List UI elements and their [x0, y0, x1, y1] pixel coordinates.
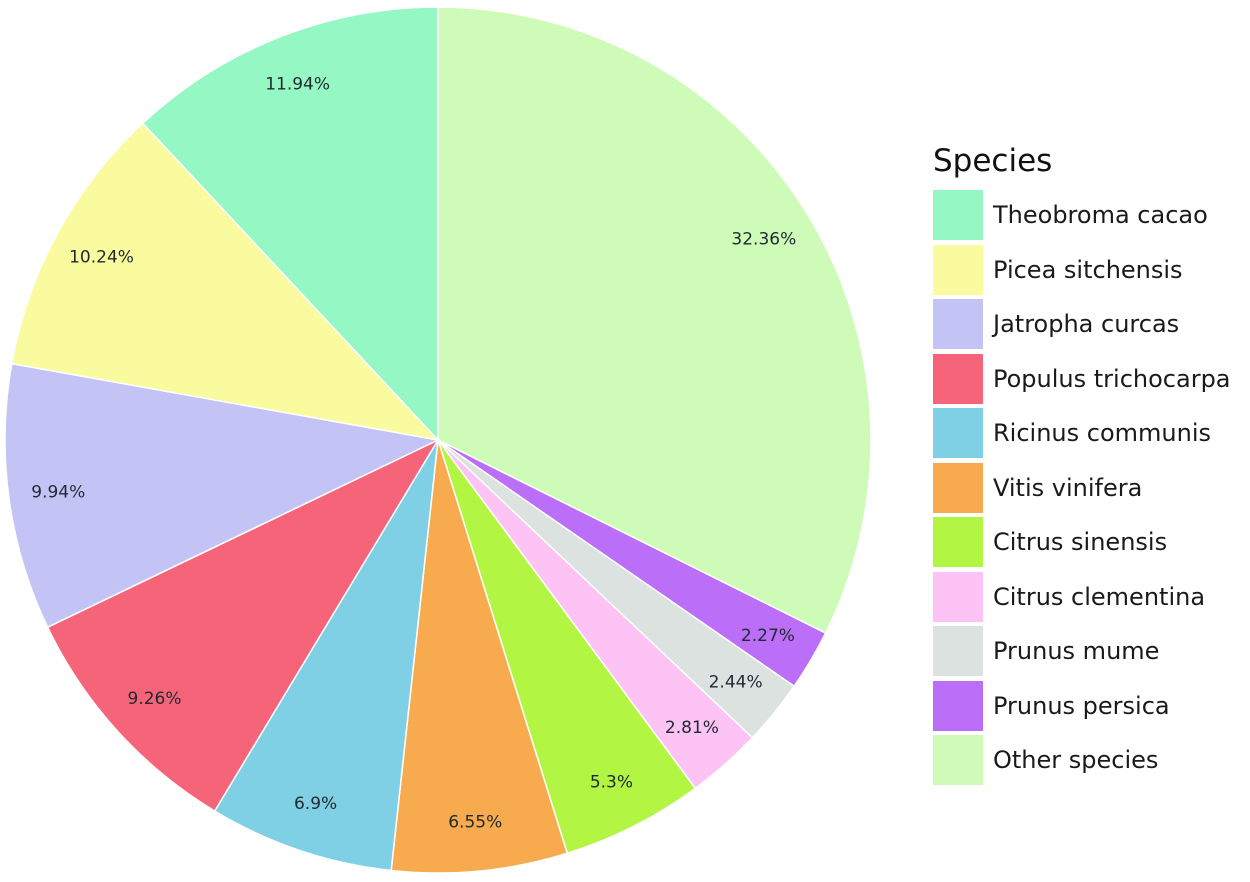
legend-swatch — [933, 462, 983, 513]
legend-swatch — [933, 408, 983, 459]
pie-slice-jatropha-curcas — [4, 362, 441, 629]
legend-label: Theobroma cacao — [993, 201, 1208, 230]
legend-swatch — [933, 299, 983, 350]
legend: Species Theobroma cacao Picea sitchensis J… — [933, 140, 1231, 788]
legend-swatch — [933, 353, 983, 404]
legend-label: Citrus sinensis — [993, 528, 1168, 557]
legend-swatch — [933, 190, 983, 241]
legend-item: Citrus clementina — [933, 570, 1231, 625]
pie-slice-vitis-vinifera — [390, 439, 569, 874]
data-label: 2.27% — [741, 626, 795, 646]
legend-item: Prunus persica — [933, 679, 1231, 734]
pie-slice-picea-sitchensis — [10, 122, 441, 442]
data-label: 6.55% — [448, 812, 502, 832]
data-label: 10.24% — [69, 248, 134, 268]
data-label: 6.9% — [294, 794, 337, 814]
legend-label: Vitis vinifera — [993, 473, 1143, 502]
legend-swatch — [933, 244, 983, 295]
data-label: 5.3% — [590, 773, 633, 793]
pie-slice-other-species — [437, 6, 872, 635]
legend-label: Picea sitchensis — [993, 255, 1183, 284]
pie-slice-ricinus-communis — [213, 439, 439, 872]
data-label: 9.94% — [31, 483, 85, 503]
legend-label: Prunus mume — [993, 637, 1160, 666]
legend-label: Populus trichocarpa — [993, 364, 1231, 393]
legend-item: Other species — [933, 733, 1231, 788]
legend-swatch — [933, 680, 983, 731]
legend-swatch — [933, 735, 983, 786]
pie-chart: 32.36% 2.27% 2.44% 2.81% 5.3% 6.55% 6.9% 9.26% 9… — [4, 6, 872, 874]
data-label: 9.26% — [128, 689, 182, 709]
legend-item: Picea sitchensis — [933, 243, 1231, 298]
legend-label: Other species — [993, 746, 1159, 775]
legend-label: Jatropha curcas — [993, 310, 1180, 339]
legend-swatch — [933, 571, 983, 622]
legend-title: Species — [933, 143, 1053, 179]
legend-item: Prunus mume — [933, 624, 1231, 679]
data-label: 32.36% — [731, 229, 796, 249]
pie-slice-populus-trichocarpa — [46, 438, 440, 813]
data-label: 2.44% — [709, 672, 763, 692]
legend-item: Jatropha curcas — [933, 297, 1231, 352]
legend-item: Theobroma cacao — [933, 188, 1231, 243]
data-label: 11.94% — [265, 74, 330, 94]
legend-swatch — [933, 626, 983, 677]
legend-label: Citrus clementina — [993, 582, 1206, 611]
pie-slice-theobroma-cacao — [141, 6, 439, 442]
legend-swatch — [933, 517, 983, 568]
pie-slice-citrus-sinensis — [437, 439, 697, 855]
data-label: 2.81% — [665, 718, 719, 738]
legend-label: Prunus persica — [993, 691, 1170, 720]
legend-item: Vitis vinifera — [933, 461, 1231, 516]
legend-item: Populus trichocarpa — [933, 352, 1231, 407]
legend-label: Ricinus communis — [993, 419, 1211, 448]
legend-item: Citrus sinensis — [933, 515, 1231, 570]
legend-item: Ricinus communis — [933, 406, 1231, 461]
